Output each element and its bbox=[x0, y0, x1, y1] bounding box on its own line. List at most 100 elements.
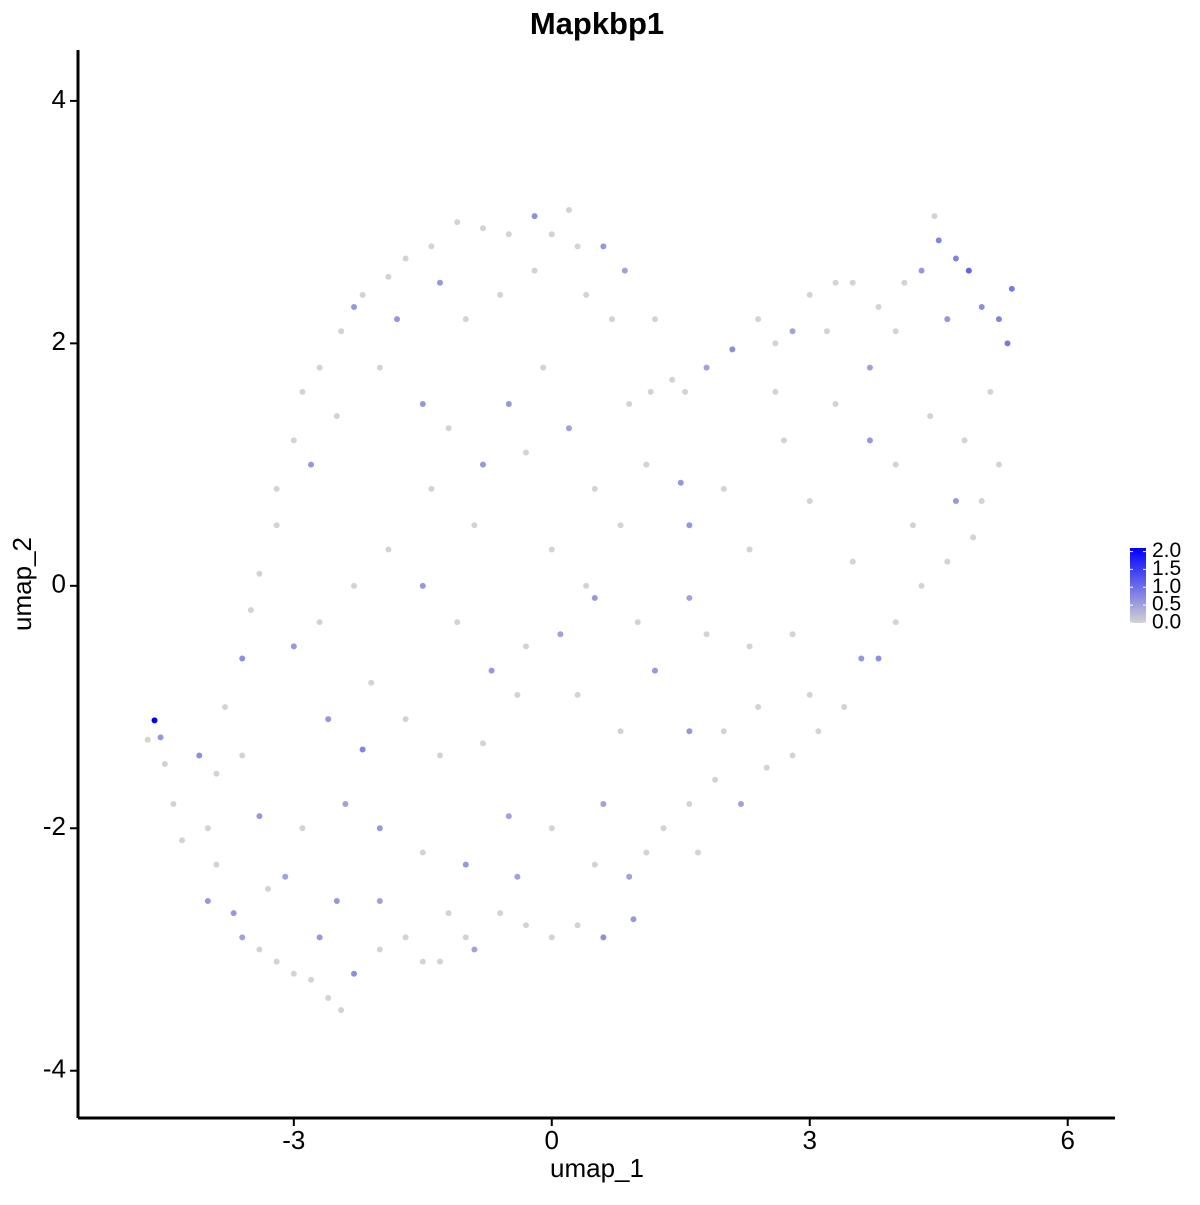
cell-point bbox=[952, 497, 959, 504]
cell-point bbox=[471, 946, 478, 953]
cell-point bbox=[376, 364, 383, 371]
cell-point bbox=[669, 376, 676, 383]
cell-point bbox=[239, 934, 246, 941]
cell-point bbox=[634, 619, 641, 626]
cell-point bbox=[522, 922, 529, 929]
cell-point bbox=[591, 594, 598, 601]
cell-point bbox=[892, 328, 899, 335]
color-tick-label: 1.0 bbox=[1152, 575, 1181, 598]
cell-point bbox=[600, 801, 607, 808]
color-tick-label: 0.0 bbox=[1152, 611, 1181, 634]
cell-point bbox=[892, 461, 899, 468]
cell-point bbox=[643, 461, 650, 468]
cell-point bbox=[600, 243, 607, 250]
cell-point bbox=[505, 813, 512, 820]
cell-point bbox=[247, 607, 254, 614]
cell-point bbox=[540, 364, 547, 371]
cell-point bbox=[151, 717, 158, 724]
cell-point bbox=[832, 279, 839, 286]
cell-point bbox=[755, 316, 762, 323]
cell-point bbox=[630, 916, 637, 923]
cell-point bbox=[419, 582, 426, 589]
cell-point bbox=[961, 437, 968, 444]
cell-point bbox=[479, 461, 486, 468]
cell-point bbox=[522, 643, 529, 650]
cell-point bbox=[565, 425, 572, 432]
cell-point bbox=[892, 619, 899, 626]
cell-point bbox=[574, 243, 581, 250]
cell-point bbox=[462, 934, 469, 941]
cell-point bbox=[273, 485, 280, 492]
cell-point bbox=[565, 207, 572, 214]
cell-point bbox=[841, 704, 848, 711]
cell-point bbox=[342, 801, 349, 808]
cell-point bbox=[333, 898, 340, 905]
cell-point bbox=[583, 291, 590, 298]
cell-point bbox=[935, 237, 942, 244]
cell-point bbox=[686, 594, 693, 601]
cell-point bbox=[376, 825, 383, 832]
cell-point bbox=[359, 291, 366, 298]
cell-point bbox=[952, 255, 959, 262]
cell-point bbox=[789, 631, 796, 638]
cell-point bbox=[686, 728, 693, 735]
cell-point bbox=[316, 934, 323, 941]
x-axis-title: umap_1 bbox=[550, 1153, 644, 1183]
cell-point bbox=[454, 619, 461, 626]
cell-point bbox=[746, 546, 753, 553]
cell-point bbox=[179, 837, 186, 844]
color-tick-label: 0.5 bbox=[1152, 593, 1181, 616]
cell-point bbox=[909, 522, 916, 529]
cell-point bbox=[514, 873, 521, 880]
x-tick-label: 6 bbox=[1060, 1125, 1074, 1155]
cell-point bbox=[462, 316, 469, 323]
cell-point bbox=[703, 364, 710, 371]
cell-point bbox=[617, 522, 624, 529]
cell-point bbox=[621, 267, 628, 274]
cell-point bbox=[419, 958, 426, 965]
cell-point bbox=[402, 255, 409, 262]
cell-point bbox=[755, 704, 762, 711]
cell-point bbox=[497, 910, 504, 917]
cell-point bbox=[901, 279, 908, 286]
cell-point bbox=[574, 922, 581, 929]
cell-point bbox=[479, 225, 486, 232]
cell-point bbox=[204, 898, 211, 905]
cell-point bbox=[445, 425, 452, 432]
cell-point bbox=[230, 910, 237, 917]
cell-point bbox=[548, 825, 555, 832]
cell-point bbox=[978, 303, 985, 310]
cell-point bbox=[290, 970, 297, 977]
cell-point bbox=[557, 631, 564, 638]
cell-point bbox=[265, 885, 272, 892]
cell-point bbox=[626, 400, 633, 407]
cell-point bbox=[256, 946, 263, 953]
cell-point bbox=[402, 934, 409, 941]
cell-point bbox=[978, 497, 985, 504]
cell-point bbox=[514, 691, 521, 698]
cell-point bbox=[548, 546, 555, 553]
cell-point bbox=[333, 413, 340, 420]
cell-point bbox=[273, 958, 280, 965]
cell-point bbox=[531, 267, 538, 274]
cell-point bbox=[402, 716, 409, 723]
cell-point bbox=[522, 449, 529, 456]
cell-point bbox=[488, 667, 495, 674]
cell-point bbox=[651, 316, 658, 323]
cell-point bbox=[213, 861, 220, 868]
cell-point bbox=[299, 825, 306, 832]
cell-point bbox=[651, 667, 658, 674]
cell-point bbox=[858, 655, 865, 662]
color-bar bbox=[1130, 548, 1146, 623]
cell-point bbox=[772, 340, 779, 347]
cell-point bbox=[308, 461, 315, 468]
cell-point bbox=[815, 728, 822, 735]
cell-point bbox=[497, 291, 504, 298]
chart-title: Mapkbp1 bbox=[530, 6, 664, 41]
cell-point bbox=[970, 534, 977, 541]
cell-point bbox=[385, 273, 392, 280]
cell-point bbox=[995, 461, 1002, 468]
cell-point bbox=[866, 437, 873, 444]
cell-point bbox=[643, 849, 650, 856]
cell-point bbox=[385, 546, 392, 553]
